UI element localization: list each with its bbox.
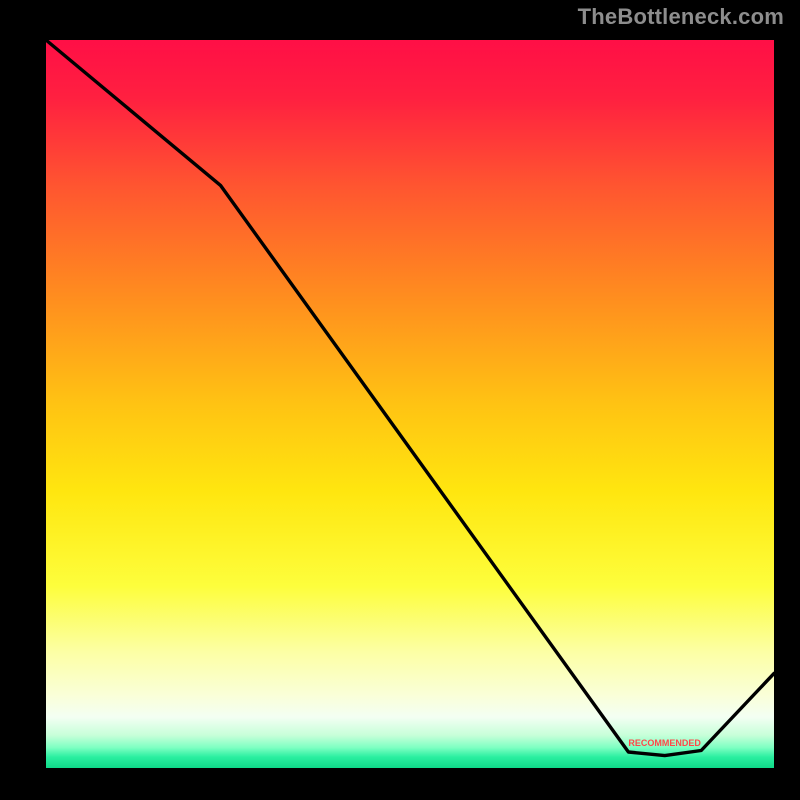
plot-frame (40, 34, 780, 774)
chart-canvas: { "watermark": { "text": "TheBottleneck.… (0, 0, 800, 800)
recommended-annotation: RECOMMENDED (628, 738, 701, 748)
